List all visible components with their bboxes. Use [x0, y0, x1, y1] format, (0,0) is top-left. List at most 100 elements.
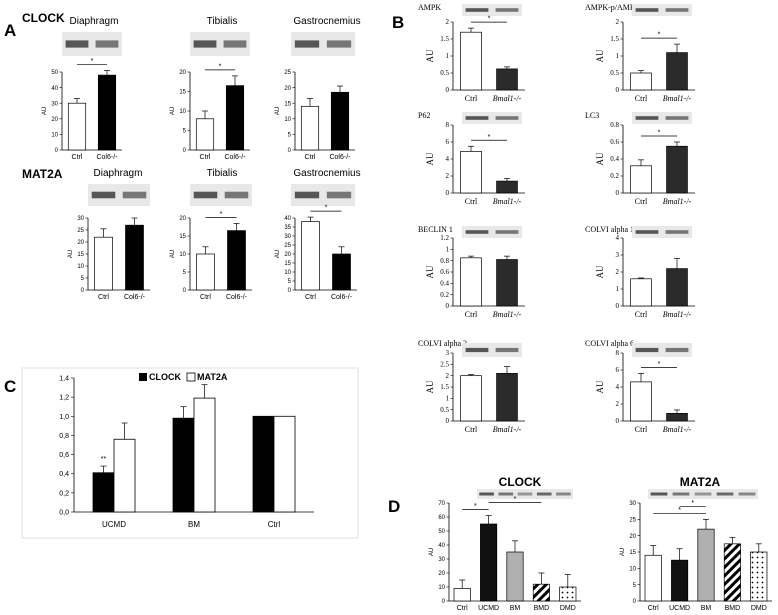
a5-blot-band — [224, 191, 249, 199]
y-axis-label: AU — [595, 49, 605, 62]
y-tick-label: 0,0 — [59, 510, 69, 517]
chart-b7: COLVI alpha 3 0 0.5 1 1.5 2 2.5 3 AU Ctrl Bmal1-/- — [418, 339, 525, 434]
b1-blot-bg — [462, 4, 522, 16]
y-tick-label: 0,2 — [59, 490, 69, 497]
b5-blot-bg — [462, 226, 522, 238]
bar-bm — [506, 551, 524, 602]
bar-bmd — [723, 543, 741, 602]
x-tick-label: Ctrl — [465, 310, 478, 319]
y-tick-label: 30 — [51, 101, 58, 107]
y-tick-label: 25 — [284, 243, 291, 249]
significance-star: * — [220, 211, 223, 218]
chart-b4: LC3 0 0.2 0.4 0.6 0.8 AU Ctrl Bmal1-/- * — [585, 111, 695, 206]
b3-blot-bg — [462, 112, 522, 124]
b7-blot-band — [495, 347, 519, 353]
b3-blot-band — [465, 116, 489, 120]
chart-d1: CLOCK 0 10 20 30 40 50 60 70 AU Ctrl UCMD BM BMD DMD * * — [429, 475, 581, 612]
bar-bmal1- — [666, 52, 688, 91]
y-tick-label: 1 — [616, 285, 620, 293]
y-tick-label: 8 — [446, 121, 450, 129]
x-tick-label: UCMD — [102, 520, 126, 529]
y-tick-label: 10 — [284, 270, 291, 276]
a3-blot-band — [326, 40, 352, 48]
panel-c-frame — [21, 367, 359, 539]
y-tick-label: 40 — [284, 216, 291, 222]
b8-blot-band — [635, 347, 659, 353]
chart-title: Gastrocnemius — [293, 16, 360, 27]
y-tick-label: 20 — [179, 70, 186, 76]
chart-b5: BECLIN 1 0 0.2 0.4 0.6 0.8 1 1.2 AU Ctrl Bmal1-/- — [418, 225, 525, 319]
x-tick-label: Col6-/- — [329, 154, 351, 161]
y-axis-label: AU — [68, 250, 74, 258]
bar-ctrl — [644, 554, 662, 602]
bar-bmal1- — [666, 413, 688, 422]
a5-blot-band — [193, 191, 218, 199]
x-tick-label: Ctrl — [305, 294, 316, 301]
b6-blot-band — [665, 230, 689, 234]
y-tick-label: 4 — [616, 383, 620, 391]
y-tick-label: 0 — [616, 417, 620, 425]
y-tick-label: 50 — [438, 529, 445, 535]
y-tick-label: 1.2 — [440, 234, 449, 242]
y-axis-label: AU — [620, 548, 626, 556]
bar-col6- — [227, 230, 246, 291]
y-tick-label: 2 — [616, 400, 620, 408]
y-tick-label: 1 — [446, 52, 450, 60]
bar-ctrl — [196, 253, 215, 291]
chart-title: AMPK-p/AMPK — [585, 3, 640, 12]
b7-blot-bg — [462, 343, 522, 357]
significance-star: * — [474, 503, 477, 510]
y-tick-label: 0,6 — [59, 452, 69, 459]
y-tick-label: 30 — [629, 501, 636, 507]
chart-title: Diaphragm — [70, 16, 119, 27]
b6-blot-band — [635, 230, 659, 234]
y-tick-label: 2 — [446, 18, 450, 26]
x-tick-label: Ctrl — [635, 94, 648, 103]
x-tick-label: Bmal1-/- — [493, 197, 522, 206]
bar-dmd — [750, 551, 768, 602]
chart-b2: AMPK-p/AMPK 0 0.5 1 1.5 2 AU Ctrl Bmal1-/- * — [585, 3, 695, 103]
legend-swatch-mat2a — [186, 372, 196, 382]
y-tick-label: 15 — [284, 261, 291, 267]
a6-blot-bg — [291, 184, 355, 206]
chart-c: 0,0 0,2 0,4 0,6 0,8 1,0 1,2 1,4 UCMD BM Ctrl ** — [59, 376, 314, 529]
y-tick-label: 5 — [288, 133, 292, 139]
y-tick-label: 15 — [629, 550, 636, 556]
d1-blot-band — [536, 492, 552, 496]
y-tick-label: 1 — [616, 52, 620, 60]
y-tick-label: 1 — [446, 246, 450, 254]
x-tick-label: Bmal1-/- — [493, 425, 522, 434]
d1-blot-band — [556, 492, 571, 496]
x-tick-label: Ctrl — [635, 425, 648, 434]
y-tick-label: 0.2 — [610, 172, 619, 180]
x-tick-label: Ctrl — [457, 605, 468, 612]
significance-star: * — [488, 16, 491, 23]
bar-col6- — [330, 91, 350, 151]
x-tick-label: Ctrl — [648, 605, 659, 612]
y-axis-label: AU — [275, 107, 281, 115]
a1-blot-band — [65, 40, 89, 48]
y-tick-label: 0 — [633, 599, 637, 605]
significance-star: * — [91, 58, 94, 65]
significance-star: * — [658, 32, 661, 39]
significance-star: * — [488, 134, 491, 141]
b3-blot-band — [495, 116, 519, 120]
y-tick-label: 10 — [179, 252, 186, 258]
b4-blot-band — [635, 116, 659, 120]
x-tick-label: UCMD — [478, 605, 499, 612]
legend-label-clock: CLOCK — [149, 372, 181, 382]
legend-swatch-clock — [139, 373, 147, 381]
chart-a4: Diaphragm 0 5 10 15 20 25 30 AU Ctrl Col6-/- — [68, 168, 150, 301]
d1-blot-band — [479, 492, 494, 496]
x-tick-label: BMD — [725, 605, 741, 612]
y-tick-label: 1 — [446, 395, 450, 403]
x-tick-label: BM — [510, 605, 521, 612]
y-tick-label: 0 — [81, 288, 85, 294]
chart-a6: Gastrocnemius 0 5 10 15 20 25 30 35 40 AU Ctrl Col6-… — [275, 168, 361, 301]
chart-a3: Gastrocnemius 0 5 10 15 20 25 AU Ctrl Col6-/- — [275, 16, 361, 161]
bar-col6- — [125, 224, 144, 291]
bar-ctrl — [460, 151, 482, 194]
y-tick-label: 0 — [616, 86, 620, 94]
b2-blot-band — [665, 8, 689, 12]
